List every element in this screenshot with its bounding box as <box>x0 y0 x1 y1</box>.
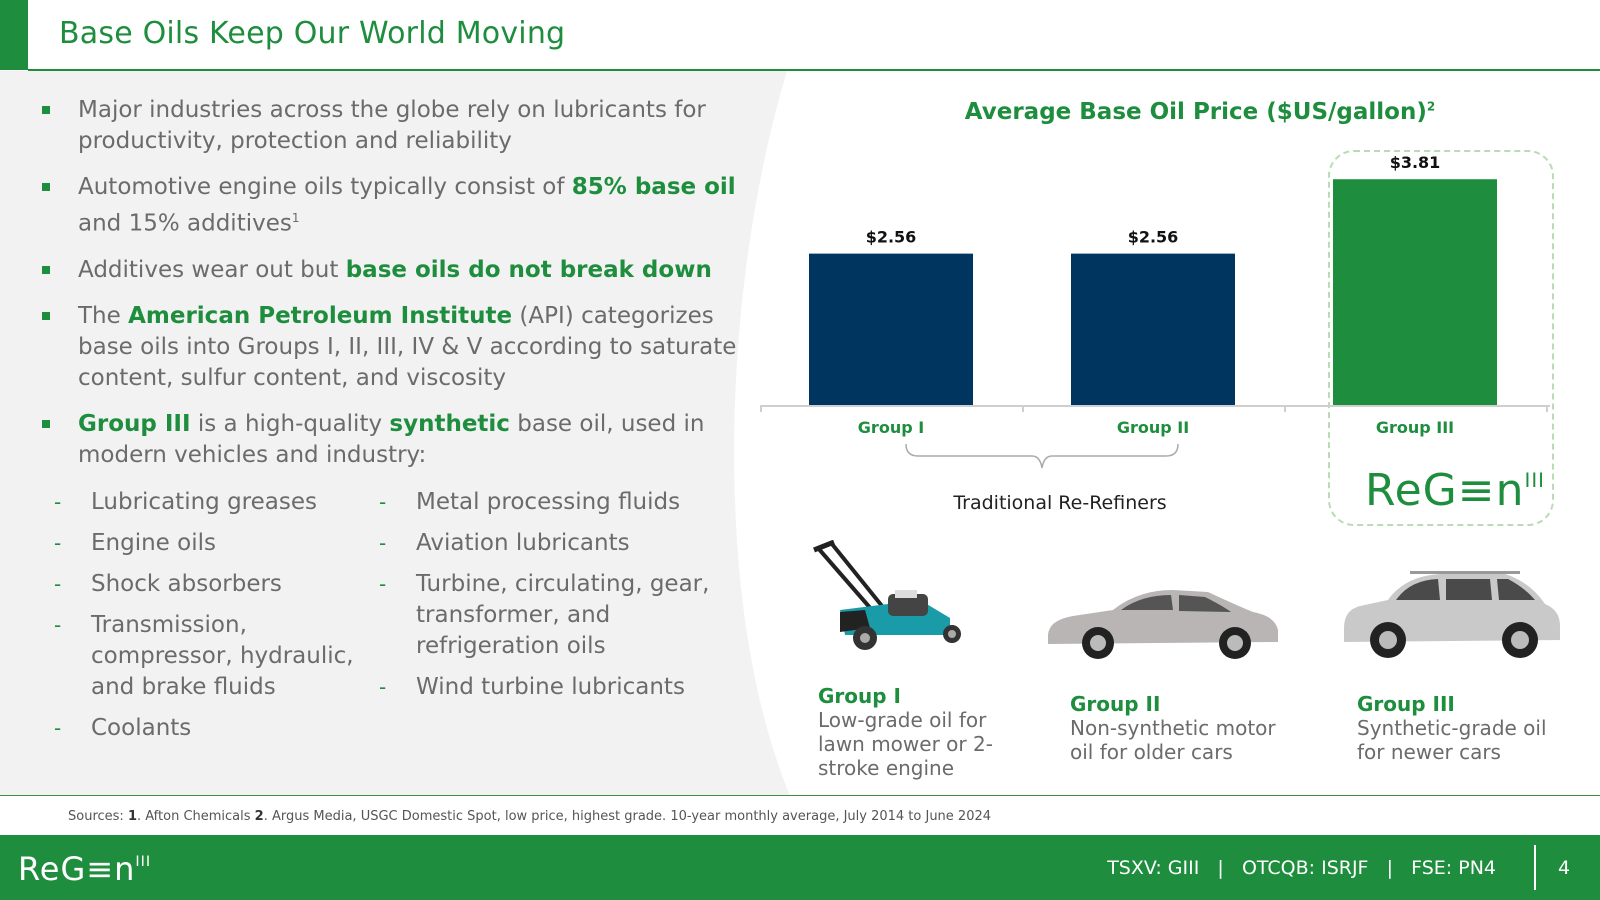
title-accent-bar <box>0 0 28 70</box>
bullet-square-icon <box>42 265 50 274</box>
regen-highlight-box <box>1328 150 1554 526</box>
dash-bullet-icon: - <box>379 675 387 699</box>
group-1-description: Group I Low-grade oil for lawn mower or 2… <box>818 684 993 780</box>
sources-divider <box>0 795 1600 796</box>
page-number: 4 <box>1558 857 1571 879</box>
group-2-description: Group II Non-synthetic motor oil for olde… <box>1070 692 1276 764</box>
category-label: Group II <box>1117 418 1189 437</box>
title-divider <box>28 69 1600 71</box>
suv-car-image <box>1340 568 1565 672</box>
uses-list-left: - Lubricating greases - Engine oils - Shock a… <box>54 487 374 754</box>
bullet-item: The American Petroleum Institute (API) c… <box>40 301 740 394</box>
dash-bullet-icon: - <box>54 531 62 555</box>
bullet-list: Major industries across the globe rely o… <box>40 95 740 486</box>
use-item: - Metal processing fluids <box>379 487 719 518</box>
bullet-square-icon <box>42 183 50 191</box>
category-label: Group III <box>1376 418 1454 437</box>
dash-bullet-icon: - <box>54 490 62 514</box>
footer-regen-logo: ReG≡nIII <box>18 850 152 888</box>
use-item: - Engine oils <box>54 528 374 559</box>
bullet-square-icon <box>42 311 50 320</box>
dash-bullet-icon: - <box>54 613 62 637</box>
use-item: - Turbine, circulating, gear, transformer… <box>379 571 710 659</box>
bracket-label: Traditional Re-Refiners <box>953 492 1167 514</box>
bullet-item: Automotive engine oils typically consist… <box>40 172 740 240</box>
use-item: - Transmission, compressor, hydraulic, an… <box>54 612 354 700</box>
bullet-item: Additives wear out but base oils do not … <box>40 255 740 286</box>
dash-bullet-icon: - <box>54 716 62 740</box>
footer-bar: ReG≡nIII TSXV: GIII | OTCQB: ISRJF | FSE… <box>0 835 1600 900</box>
lawn-mower-image <box>810 539 970 664</box>
dash-bullet-icon: - <box>379 531 387 555</box>
bullet-item: Major industries across the globe rely o… <box>40 95 740 157</box>
footer-divider <box>1534 845 1536 890</box>
dash-bullet-icon: - <box>379 490 387 514</box>
brace-icon <box>905 443 1179 469</box>
bullet-item: Group III is a high-quality synthetic ba… <box>40 409 740 471</box>
dash-bullet-icon: - <box>379 572 387 596</box>
left-panel-background <box>0 71 800 796</box>
use-item: - Shock absorbers <box>54 569 374 600</box>
use-item: - Coolants <box>54 713 374 744</box>
use-item: - Wind turbine lubricants <box>379 672 719 703</box>
uses-list-right: - Metal processing fluids - Aviation lubric… <box>379 487 719 713</box>
group-3-description: Group III Synthetic-grade oil for newer c… <box>1357 692 1547 764</box>
regen-logo: ReG≡nIII <box>1365 465 1546 516</box>
bar-value-label: $3.81 <box>1390 153 1441 172</box>
bar-3 <box>1333 179 1497 406</box>
dash-bullet-icon: - <box>54 572 62 596</box>
sources-footnote: Sources: 1. Afton Chemicals 2. Argus Med… <box>68 809 992 824</box>
use-item: - Lubricating greases <box>54 487 374 518</box>
sedan-car-image <box>1043 580 1283 669</box>
bullet-square-icon <box>42 106 50 114</box>
bar-2 <box>1071 253 1235 406</box>
bullet-square-icon <box>42 419 50 428</box>
bar-1 <box>809 253 973 406</box>
slide-title: Base Oils Keep Our World Moving <box>59 16 566 51</box>
category-label: Group I <box>858 418 924 437</box>
bar-value-label: $2.56 <box>1128 228 1179 247</box>
bar-value-label: $2.56 <box>866 228 917 247</box>
bar-chart: $2.56 Group I $2.56 Group II $3.81 Group III <box>760 153 1550 469</box>
stock-tickers: TSXV: GIII | OTCQB: ISRJF | FSE: PN4 <box>1107 857 1496 879</box>
chart-title: Average Base Oil Price ($US/gallon)2 <box>964 99 1436 125</box>
use-item: - Aviation lubricants <box>379 528 719 559</box>
